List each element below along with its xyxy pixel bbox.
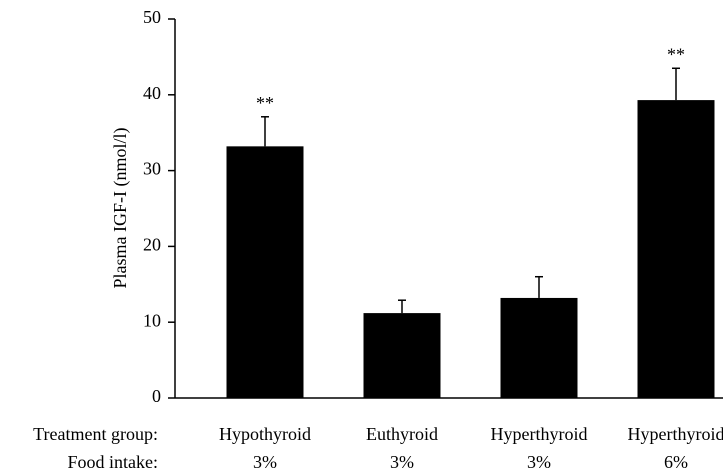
y-tick-label: 50 xyxy=(143,7,161,27)
significance-label: ** xyxy=(667,44,685,64)
bar xyxy=(500,297,578,398)
bar xyxy=(226,146,304,398)
bar xyxy=(637,100,715,398)
row-label: Treatment group: xyxy=(33,424,158,444)
food-intake-label: 3% xyxy=(527,452,551,472)
y-tick-label: 30 xyxy=(143,159,161,179)
y-tick-label: 0 xyxy=(152,386,161,406)
x-tick-label: Hyperthyroid xyxy=(491,424,588,444)
significance-label: ** xyxy=(256,93,274,113)
food-intake-label: 6% xyxy=(664,452,688,472)
y-tick-label: 40 xyxy=(143,83,161,103)
x-tick-label: Hyperthyroid xyxy=(628,424,723,444)
bar xyxy=(363,313,441,398)
food-intake-label: 3% xyxy=(390,452,414,472)
food-intake-label: 3% xyxy=(253,452,277,472)
y-tick-label: 10 xyxy=(143,310,161,330)
y-axis-label: Plasma IGF-I (nmol/l) xyxy=(110,128,131,289)
x-tick-label: Hypothyroid xyxy=(219,424,311,444)
row-label: Food intake: xyxy=(68,452,159,472)
x-tick-label: Euthyroid xyxy=(366,424,438,444)
y-tick-label: 20 xyxy=(143,235,161,255)
